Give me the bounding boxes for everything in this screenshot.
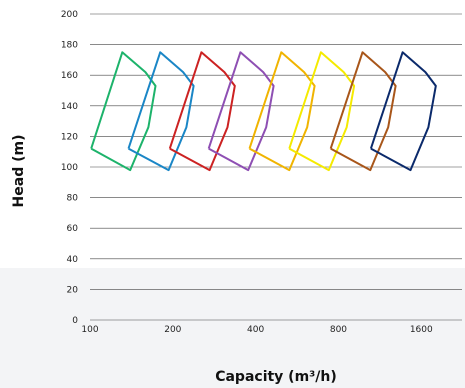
y-tick-labels: 0 20 40 60 80 100 120 140 160 180 200 [61, 10, 78, 326]
y-tick-label: 180 [61, 41, 78, 51]
x-tick-label: 100 [81, 325, 98, 335]
y-tick-label: 60 [67, 224, 79, 234]
x-tick-label: 800 [330, 325, 347, 335]
series-envelope-8 [369, 51, 437, 172]
x-tick-label: 200 [164, 325, 181, 335]
x-axis-label: Capacity (m³/h) [215, 369, 337, 385]
series-envelope-6 [288, 51, 356, 172]
y-axis-label: Head (m) [11, 135, 27, 208]
y-tick-label: 160 [61, 71, 78, 81]
y-tick-label: 100 [61, 163, 78, 173]
series-envelope-2 [127, 51, 195, 172]
y-tick-label: 200 [61, 10, 78, 20]
y-tick-label: 120 [61, 132, 78, 142]
series-envelope-7 [329, 51, 397, 172]
y-tick-label: 20 [67, 285, 79, 295]
x-tick-labels: 100 200 400 800 1600 [81, 325, 433, 335]
series-envelope-4 [207, 51, 275, 172]
y-tick-label: 0 [72, 316, 78, 326]
series-envelope-1 [90, 51, 157, 172]
series-envelope-3 [168, 51, 236, 172]
y-tick-label: 140 [61, 102, 78, 112]
y-tick-label: 80 [67, 194, 79, 204]
x-tick-label: 1600 [410, 325, 433, 335]
y-tick-label: 40 [67, 255, 79, 265]
series-group [90, 51, 437, 172]
x-tick-label: 400 [247, 325, 264, 335]
series-envelope-5 [248, 51, 316, 172]
background-band [0, 268, 465, 388]
